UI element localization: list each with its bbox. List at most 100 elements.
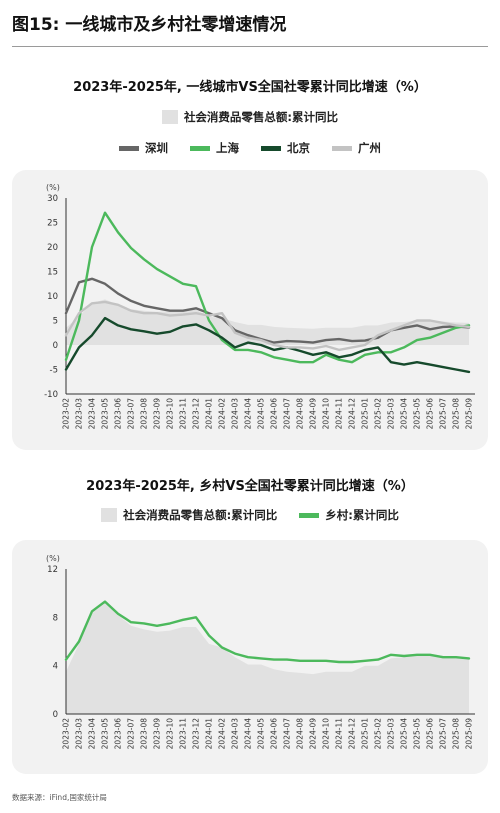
chart1-x-tick: 2024-01 [204,398,213,430]
chart2-x-tick: 2025-06 [425,718,434,750]
chart2-x-tick: 2023-03 [74,718,83,750]
legend2-swatch-rural [299,512,320,518]
chart2-y-tick: 8 [53,613,58,623]
chart1-unit-label: (%) [46,183,60,192]
chart1-x-tick: 2024-09 [308,398,317,430]
chart1-x-tick: 2023-11 [178,398,187,430]
legend-swatch-national [161,110,178,124]
chart2-x-tick: 2024-05 [256,718,265,750]
chart2-x-tick: 2024-09 [308,718,317,750]
chart2-series-line-0 [64,600,471,664]
legend-swatch-beijing [261,145,281,151]
chart2-x-tick: 2025-05 [412,718,421,750]
legend2-item-national: 社会消费品零售总额:累计同比 [101,507,277,523]
chart2-x-tick: 2024-04 [243,718,252,750]
chart1-x-tick: 2024-08 [295,398,304,430]
chart1-y-tick: 20 [47,243,58,253]
chart1-x-tick: 2025-01 [360,398,369,430]
chart1-x-tick: 2025-08 [451,398,460,430]
chart2-x-tick: 2023-07 [126,718,135,750]
chart1-x-tick: 2024-03 [230,398,239,430]
chart2-x-tick: 2023-04 [87,718,96,750]
legend2-label-national: 社会消费品零售总额:累计同比 [123,508,278,522]
chart2-x-tick: 2024-01 [204,718,213,750]
chart1-x-tick: 2025-09 [464,398,473,430]
chart2-x-tick: 2025-08 [451,718,460,750]
chart1-x-tick: 2024-02 [217,398,226,430]
title-divider [12,46,488,47]
chart1-x-tick: 2024-12 [347,398,356,430]
chart1-y-tick: 15 [47,268,58,278]
chart2-unit-label: (%) [46,554,60,563]
chart1-x-tick: 2023-02 [61,398,70,430]
chart1-series-line-2 [64,316,471,374]
chart2-x-tick: 2023-12 [191,718,200,750]
legend-label-beijing: 北京 [287,141,310,155]
chart1-x-tick: 2024-05 [256,398,265,430]
figure-title: 图15: 一线城市及乡村社零增速情况 [12,15,287,35]
chart2-x-tick: 2024-07 [282,718,291,750]
legend2-item-rural: 乡村:累计同比 [299,507,399,523]
chart2-plot: (%) 0 4 8 12 2023-02 2023-03 2023-04 2023-05 2023… [46,554,475,750]
chart2-x-tick: 2024-06 [269,718,278,750]
chart1-x-tick: 2024-11 [334,398,343,430]
source-note: 数据来源：iFind,国家统计局 [12,793,107,802]
chart2-x-tick: 2025-04 [399,718,408,750]
chart1-x-tick: 2024-06 [269,398,278,430]
chart1-x-tick: 2024-10 [321,398,330,430]
chart2-x-tick: 2024-12 [347,718,356,750]
chart2-x-tick: 2023-09 [152,718,161,750]
chart1-x-tick: 2025-06 [425,398,434,430]
chart1-y-tick: 0 [53,341,58,351]
legend-item-guangzhou: 广州 [332,140,381,156]
chart2-x-tick: 2024-03 [230,718,239,750]
chart1-series-line-3 [64,300,471,352]
chart2-x-tick: 2024-11 [334,718,343,750]
chart2-x-tick: 2023-06 [113,718,122,750]
chart2-legend: 社会消费品零售总额:累计同比 乡村:累计同比 [0,507,500,523]
chart2-area-national [66,601,469,714]
chart1-x-tick: 2023-08 [139,398,148,430]
chart2-x-tick: 2025-09 [464,718,473,750]
chart1-legend-cities: 深圳 上海 北京 广州 [0,140,500,156]
chart2-y-tick: 4 [53,662,58,672]
chart1-title: 2023年-2025年, 一线城市VS全国社零累计同比增速（%） [73,80,427,95]
chart1-x-tick: 2023-09 [152,398,161,430]
chart1-legend-area: 社会消费品零售总额:累计同比 [0,109,500,125]
chart1-x-tick: 2023-10 [165,398,174,430]
chart1-x-tick: 2025-07 [438,398,447,430]
chart1-y-tick: 10 [47,292,58,302]
chart1-x-tick: 2023-05 [100,398,109,430]
legend-label-guangzhou: 广州 [358,141,381,155]
chart2-y-tick: 0 [53,710,58,720]
chart1-x-tick: 2025-05 [412,398,421,430]
chart1-y-tick: 30 [47,194,58,204]
chart1-x-tick: 2023-04 [87,398,96,430]
chart1-y-tick: 25 [47,219,58,229]
chart1-x-tick: 2023-07 [126,398,135,430]
chart1-series-line-0 [64,277,471,344]
chart1-y-tick: -10 [44,390,58,400]
chart2-x-tick: 2025-01 [360,718,369,750]
chart1-x-tick: 2025-03 [386,398,395,430]
chart2-x-tick: 2025-02 [373,718,382,750]
legend-swatch-shanghai [190,145,210,151]
chart1-y-tick: -5 [50,366,58,376]
chart2-x-tick: 2023-08 [139,718,148,750]
legend-item-beijing: 北京 [261,140,310,156]
chart1-x-tick: 2024-04 [243,398,252,430]
chart2-y-tick: 12 [47,565,58,575]
chart1-x-tick: 2025-02 [373,398,382,430]
legend-item-shanghai: 上海 [190,140,239,156]
chart1-y-tick: 5 [53,317,58,327]
chart1-x-tick: 2024-07 [282,398,291,430]
chart2-x-tick: 2024-08 [295,718,304,750]
chart1-x-tick: 2025-04 [399,398,408,430]
chart1-x-tick: 2023-03 [74,398,83,430]
chart1-panel: (%) -10 -5 0 5 10 15 20 25 30 2023-02 2023-03 2023-0… [12,170,488,450]
chart2-x-tick: 2025-03 [386,718,395,750]
legend-label-shenzhen: 深圳 [145,141,168,155]
legend-label-shanghai: 上海 [216,141,239,155]
chart2-x-tick: 2024-10 [321,718,330,750]
chart2-x-tick: 2023-02 [61,718,70,750]
